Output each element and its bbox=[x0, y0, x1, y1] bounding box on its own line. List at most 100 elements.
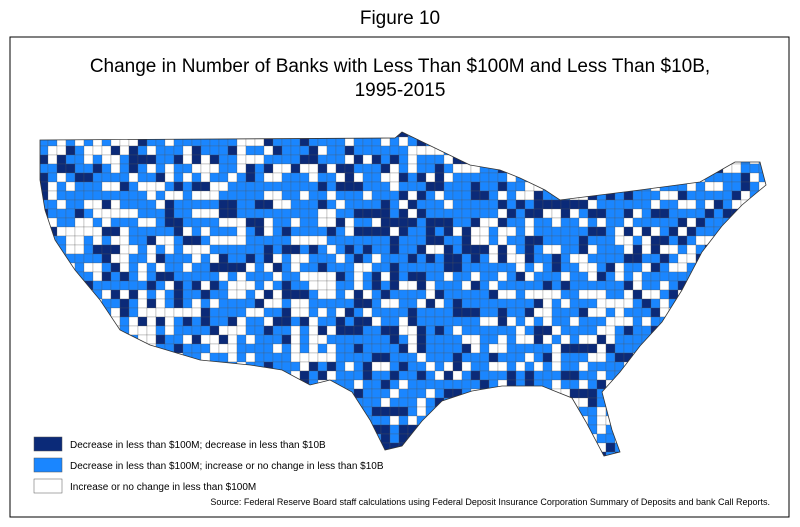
county bbox=[245, 289, 256, 300]
county bbox=[155, 163, 166, 174]
county bbox=[551, 244, 562, 255]
county bbox=[290, 199, 301, 210]
county bbox=[578, 217, 589, 228]
county bbox=[524, 190, 535, 201]
county bbox=[299, 262, 310, 273]
county bbox=[398, 190, 409, 201]
county bbox=[137, 298, 148, 309]
county bbox=[371, 388, 382, 399]
county bbox=[137, 280, 148, 291]
county bbox=[299, 253, 310, 264]
county bbox=[533, 262, 544, 273]
county bbox=[623, 199, 634, 210]
county bbox=[290, 235, 301, 246]
county bbox=[83, 199, 94, 210]
county bbox=[623, 298, 634, 309]
county bbox=[335, 334, 346, 345]
county bbox=[587, 388, 598, 399]
county bbox=[542, 298, 553, 309]
county bbox=[245, 280, 256, 291]
county bbox=[668, 244, 679, 255]
county bbox=[407, 316, 418, 327]
county bbox=[101, 163, 112, 174]
legend-swatch bbox=[33, 478, 63, 494]
county bbox=[542, 262, 553, 273]
county bbox=[596, 334, 607, 345]
county bbox=[227, 334, 238, 345]
county bbox=[614, 307, 625, 318]
county bbox=[245, 325, 256, 336]
county bbox=[551, 343, 562, 354]
county bbox=[218, 334, 229, 345]
county bbox=[632, 316, 643, 327]
county bbox=[155, 307, 166, 318]
county bbox=[281, 244, 292, 255]
county bbox=[155, 271, 166, 282]
county bbox=[83, 235, 94, 246]
county bbox=[164, 307, 175, 318]
county bbox=[344, 325, 355, 336]
county bbox=[371, 343, 382, 354]
county bbox=[227, 352, 238, 363]
county bbox=[533, 271, 544, 282]
county bbox=[326, 244, 337, 255]
county bbox=[56, 208, 67, 219]
county bbox=[713, 172, 724, 183]
county bbox=[587, 226, 598, 237]
county bbox=[137, 145, 148, 156]
county bbox=[65, 154, 76, 165]
county bbox=[272, 226, 283, 237]
county bbox=[578, 262, 589, 273]
county bbox=[569, 388, 580, 399]
county bbox=[434, 154, 445, 165]
county bbox=[263, 325, 274, 336]
county bbox=[605, 244, 616, 255]
county bbox=[578, 244, 589, 255]
county bbox=[128, 280, 139, 291]
county bbox=[254, 280, 265, 291]
county bbox=[344, 181, 355, 192]
county bbox=[425, 334, 436, 345]
county bbox=[452, 289, 463, 300]
county bbox=[443, 262, 454, 273]
county bbox=[344, 334, 355, 345]
county bbox=[461, 379, 472, 390]
county bbox=[317, 244, 328, 255]
county bbox=[254, 307, 265, 318]
county bbox=[650, 271, 661, 282]
county bbox=[524, 343, 535, 354]
county bbox=[119, 298, 130, 309]
county bbox=[119, 190, 130, 201]
county bbox=[200, 334, 211, 345]
county bbox=[425, 190, 436, 201]
county bbox=[587, 397, 598, 408]
county bbox=[551, 352, 562, 363]
county bbox=[371, 289, 382, 300]
county bbox=[434, 199, 445, 210]
county bbox=[290, 163, 301, 174]
county bbox=[263, 334, 274, 345]
county bbox=[596, 406, 607, 417]
county bbox=[614, 199, 625, 210]
county bbox=[434, 352, 445, 363]
county bbox=[740, 163, 751, 174]
county bbox=[470, 244, 481, 255]
county bbox=[281, 199, 292, 210]
county bbox=[578, 199, 589, 210]
county bbox=[416, 352, 427, 363]
county bbox=[146, 226, 157, 237]
county bbox=[488, 343, 499, 354]
county bbox=[389, 262, 400, 273]
county bbox=[425, 235, 436, 246]
county bbox=[398, 280, 409, 291]
county bbox=[200, 163, 211, 174]
county bbox=[290, 217, 301, 228]
county bbox=[632, 280, 643, 291]
county bbox=[92, 262, 103, 273]
county bbox=[506, 253, 517, 264]
county bbox=[344, 316, 355, 327]
county bbox=[110, 217, 121, 228]
county bbox=[317, 316, 328, 327]
county bbox=[434, 208, 445, 219]
county bbox=[587, 253, 598, 264]
